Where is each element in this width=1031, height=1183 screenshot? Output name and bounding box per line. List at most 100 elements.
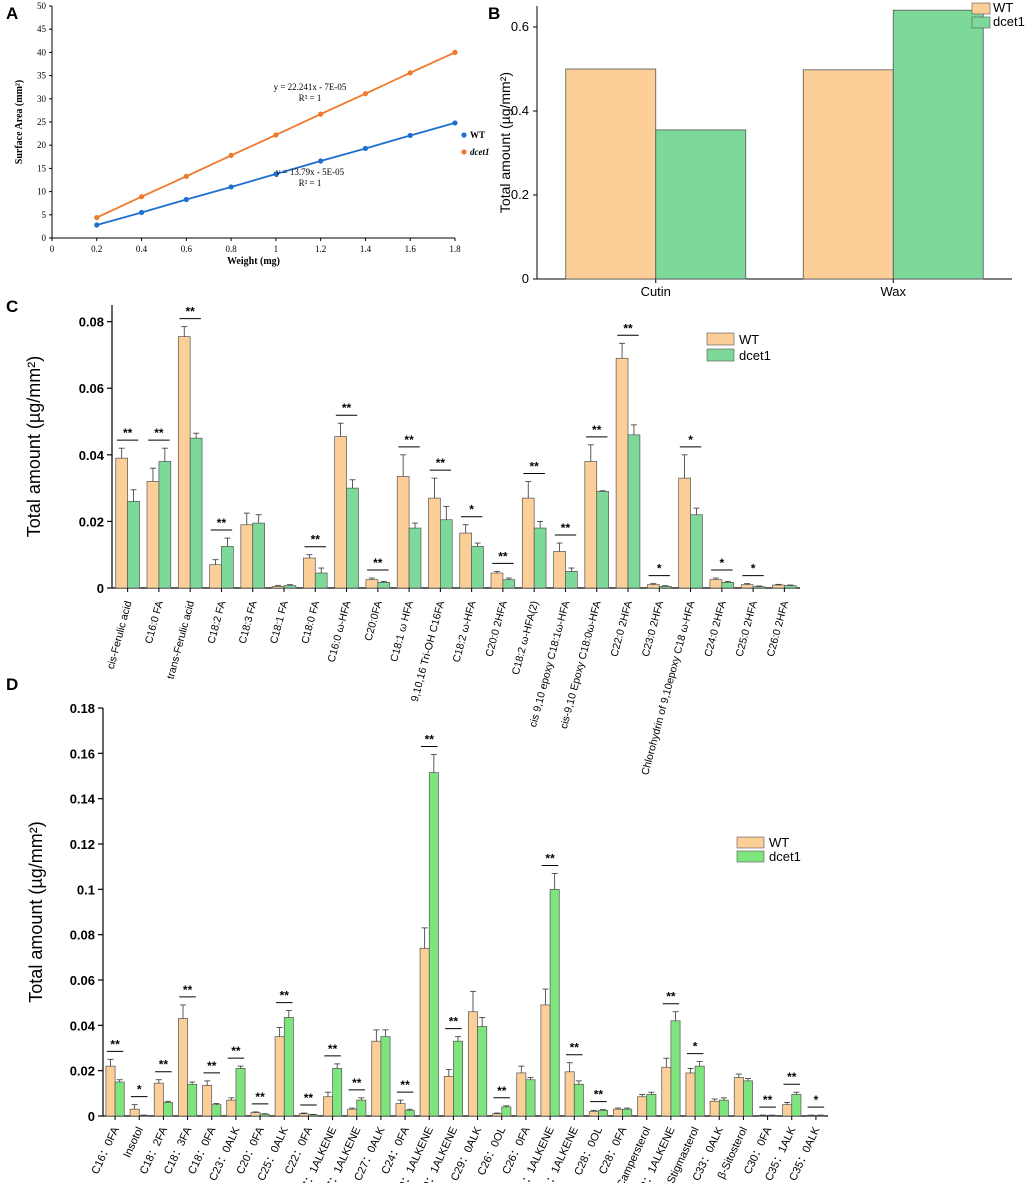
significance-marker: ** bbox=[123, 426, 133, 440]
bar-WT bbox=[303, 557, 316, 589]
bar-dcet1 bbox=[356, 1099, 367, 1117]
significance-marker: ** bbox=[328, 1042, 338, 1056]
legend-swatch bbox=[736, 850, 765, 863]
bar-dcet1 bbox=[471, 546, 484, 589]
y-axis-title: Surface Area (mm²) bbox=[14, 80, 25, 164]
y-tick-label: 0.06 bbox=[79, 381, 104, 396]
x-tick-label: C25:0 2HFA bbox=[734, 600, 760, 658]
y-tick-label: 0 bbox=[88, 1109, 95, 1124]
significance-marker: ** bbox=[498, 549, 508, 563]
bar-WT bbox=[709, 579, 723, 589]
bar-dcet1 bbox=[377, 581, 391, 589]
x-tick-label: 0.8 bbox=[225, 244, 237, 254]
significance-marker: ** bbox=[404, 433, 414, 447]
data-point bbox=[273, 132, 279, 138]
y-tick-label: 0.18 bbox=[70, 701, 95, 716]
bar-WT bbox=[540, 1004, 551, 1117]
bar-dcet1 bbox=[670, 1020, 681, 1117]
y-tick-label: 25 bbox=[37, 117, 47, 127]
x-tick-label: C18:1 ω HFA bbox=[388, 600, 416, 663]
bar-WT bbox=[347, 1108, 358, 1117]
y-tick-label: 0.04 bbox=[79, 448, 105, 463]
x-tick-label: C18:2 FA bbox=[205, 600, 228, 645]
bar-dcet1 bbox=[533, 527, 547, 589]
bar-WT bbox=[613, 1108, 623, 1117]
y-tick-label: 10 bbox=[37, 187, 47, 197]
y-tick-label: 0.08 bbox=[70, 928, 95, 943]
bar-dcet1 bbox=[408, 527, 422, 589]
significance-marker: ** bbox=[594, 1088, 604, 1102]
bar-dcet1 bbox=[565, 571, 578, 589]
legend-swatch bbox=[706, 348, 735, 362]
significance-marker: ** bbox=[159, 1058, 169, 1072]
y-tick-label: 30 bbox=[37, 94, 47, 104]
significance-marker: ** bbox=[352, 1076, 362, 1090]
y-tick-label: 0.14 bbox=[70, 792, 96, 807]
bar-dcet1 bbox=[127, 501, 140, 589]
x-tick-label: C18:1 FA bbox=[268, 600, 291, 645]
bar-dcet1 bbox=[596, 491, 609, 589]
bar-WT bbox=[490, 572, 504, 589]
significance-marker: * bbox=[693, 1040, 698, 1054]
bar-dcet1 bbox=[114, 1081, 125, 1117]
legend-swatch bbox=[736, 836, 765, 849]
bar-dcet1 bbox=[346, 487, 359, 589]
significance-marker: ** bbox=[154, 426, 164, 440]
bar-WT bbox=[647, 584, 660, 589]
data-point bbox=[318, 158, 324, 164]
data-point bbox=[362, 91, 369, 97]
panel-label-d: D bbox=[6, 675, 18, 694]
bar-WT bbox=[202, 1085, 213, 1117]
significance-marker: ** bbox=[311, 533, 321, 547]
bar-dcet1 bbox=[646, 1094, 657, 1117]
x-tick-label: C18:3 FA bbox=[237, 600, 260, 645]
bar-dcet1 bbox=[221, 546, 234, 589]
y-tick-label: 0.02 bbox=[79, 514, 104, 529]
significance-marker: ** bbox=[183, 983, 193, 997]
bar-WT bbox=[271, 585, 285, 589]
bar-dcet1 bbox=[428, 772, 439, 1117]
bar-WT bbox=[709, 1100, 720, 1117]
bar-WT bbox=[459, 532, 472, 589]
legend-marker bbox=[461, 132, 467, 138]
significance-marker: ** bbox=[280, 989, 290, 1003]
bar-WT bbox=[661, 1066, 672, 1117]
bar-WT bbox=[443, 1075, 454, 1117]
bar-WT bbox=[177, 336, 191, 589]
panel-label-a: A bbox=[6, 4, 18, 23]
y-tick-label: 35 bbox=[37, 71, 47, 81]
bar-dcet1 bbox=[477, 1026, 488, 1117]
trendline-equation: y = 22.241x - 7E-05 bbox=[274, 82, 347, 92]
significance-marker: * bbox=[814, 1093, 819, 1107]
bar-dcet1 bbox=[721, 581, 735, 589]
bar-dcet1 bbox=[380, 1036, 391, 1117]
bar-WT bbox=[564, 1071, 575, 1117]
legend-label: WT bbox=[993, 0, 1013, 15]
bar-WT bbox=[615, 357, 629, 589]
significance-marker: ** bbox=[530, 459, 540, 473]
significance-marker: ** bbox=[400, 1078, 410, 1092]
significance-marker: ** bbox=[561, 521, 571, 535]
data-point bbox=[138, 194, 145, 200]
bar-dcet1 bbox=[549, 888, 560, 1117]
bar-dcet1 bbox=[283, 585, 297, 589]
bar-dcet1 bbox=[453, 1040, 463, 1117]
legend-label: dcet1 bbox=[739, 348, 771, 363]
bar-WT bbox=[492, 1113, 503, 1117]
significance-marker: ** bbox=[497, 1084, 507, 1098]
y-tick-label: 0.16 bbox=[70, 746, 95, 761]
bar-WT bbox=[250, 1112, 261, 1117]
x-axis-title: Weight (mg) bbox=[227, 256, 280, 267]
bar-WT bbox=[565, 68, 657, 280]
legend-marker bbox=[461, 149, 467, 155]
bar-dcet1 bbox=[598, 1109, 608, 1117]
bar-WT bbox=[468, 1011, 478, 1117]
y-axis-title: Total amount (µg/mm²) bbox=[497, 72, 513, 213]
bar-dcet1 bbox=[308, 1114, 318, 1117]
bar-dcet1 bbox=[694, 1065, 705, 1117]
x-tick-label: C26:0 2HFA bbox=[765, 600, 791, 658]
x-tick-label: Cutin bbox=[641, 284, 671, 299]
bar-dcet1 bbox=[502, 579, 516, 589]
bar-dcet1 bbox=[573, 1083, 584, 1117]
y-tick-label: 0.6 bbox=[511, 19, 529, 34]
